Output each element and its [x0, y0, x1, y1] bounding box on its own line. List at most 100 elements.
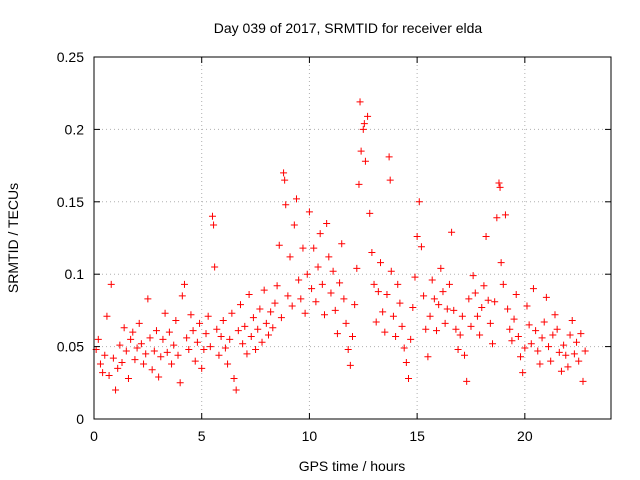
data-point — [356, 98, 364, 106]
data-point — [386, 176, 394, 184]
data-point — [411, 273, 419, 281]
data-point — [275, 241, 283, 249]
data-point — [579, 377, 587, 385]
data-point — [471, 289, 479, 297]
data-point — [217, 332, 225, 340]
data-point — [359, 125, 367, 133]
data-point — [299, 244, 307, 252]
data-point — [105, 372, 113, 380]
data-point — [333, 330, 341, 338]
data-point — [286, 253, 294, 261]
data-point — [338, 240, 346, 248]
data-point — [120, 324, 128, 332]
data-point — [290, 221, 298, 229]
x-tick-label: 15 — [409, 428, 425, 444]
data-point — [433, 327, 441, 335]
data-point — [465, 295, 473, 303]
data-point — [165, 328, 173, 336]
data-point — [170, 341, 178, 349]
data-point — [163, 348, 171, 356]
data-point — [424, 353, 432, 361]
data-point — [413, 233, 421, 241]
data-point — [135, 319, 143, 327]
data-point — [353, 264, 361, 272]
data-point — [219, 317, 227, 325]
data-points — [92, 98, 589, 394]
data-point — [224, 360, 232, 368]
data-point — [236, 301, 244, 309]
data-point — [331, 306, 339, 314]
data-point — [394, 280, 402, 288]
data-point — [551, 311, 559, 319]
data-point — [349, 332, 356, 340]
data-point — [103, 312, 111, 320]
data-point — [364, 112, 372, 120]
data-point — [122, 347, 130, 355]
data-point — [366, 209, 374, 217]
data-point — [228, 309, 236, 317]
data-point — [486, 319, 494, 327]
x-tick-label: 5 — [198, 428, 206, 444]
data-point — [150, 347, 158, 355]
data-point — [140, 360, 148, 368]
data-point — [405, 374, 413, 382]
data-point — [277, 314, 285, 322]
data-point — [435, 301, 443, 309]
data-point — [267, 308, 275, 316]
data-point — [323, 220, 331, 228]
data-point — [301, 309, 309, 317]
data-point — [420, 292, 428, 300]
data-point — [443, 305, 451, 313]
y-tick-label: 0.15 — [57, 194, 84, 210]
data-point — [308, 285, 316, 293]
data-point — [247, 332, 255, 340]
data-point — [230, 374, 238, 382]
data-point — [499, 280, 507, 288]
data-point — [273, 282, 281, 290]
data-point — [137, 340, 145, 348]
data-point — [297, 295, 305, 303]
data-point — [553, 325, 561, 333]
data-point — [560, 341, 568, 349]
data-point — [493, 214, 501, 222]
data-point — [525, 321, 533, 329]
plot-frame — [93, 56, 612, 420]
data-point — [417, 243, 425, 251]
data-point — [523, 302, 531, 310]
data-point — [489, 340, 497, 348]
data-point — [144, 295, 152, 303]
y-tick-label: 0 — [76, 411, 84, 427]
x-tick-label: 10 — [302, 428, 318, 444]
data-point — [374, 288, 382, 296]
data-point — [99, 369, 107, 377]
data-point — [508, 337, 516, 345]
data-point — [262, 319, 270, 327]
data-point — [469, 272, 477, 280]
data-point — [456, 331, 464, 339]
data-point — [292, 195, 300, 203]
data-point — [372, 318, 380, 326]
data-point — [196, 319, 204, 327]
data-point — [295, 276, 303, 284]
data-point — [407, 335, 415, 343]
data-point — [501, 211, 509, 219]
data-point — [542, 293, 550, 301]
data-point — [206, 343, 214, 351]
data-point — [96, 360, 104, 368]
data-point — [312, 298, 320, 306]
data-point — [445, 280, 453, 288]
data-point — [243, 350, 251, 358]
data-point — [529, 285, 537, 293]
data-point — [448, 228, 456, 236]
data-point — [282, 201, 290, 209]
data-point — [112, 386, 120, 394]
data-point — [452, 325, 460, 333]
data-point — [536, 360, 544, 368]
data-point — [555, 348, 563, 356]
data-point — [355, 180, 363, 188]
data-point — [258, 338, 266, 346]
data-point — [581, 347, 589, 355]
data-point — [497, 259, 505, 267]
data-point — [402, 359, 410, 367]
data-point — [439, 288, 447, 296]
